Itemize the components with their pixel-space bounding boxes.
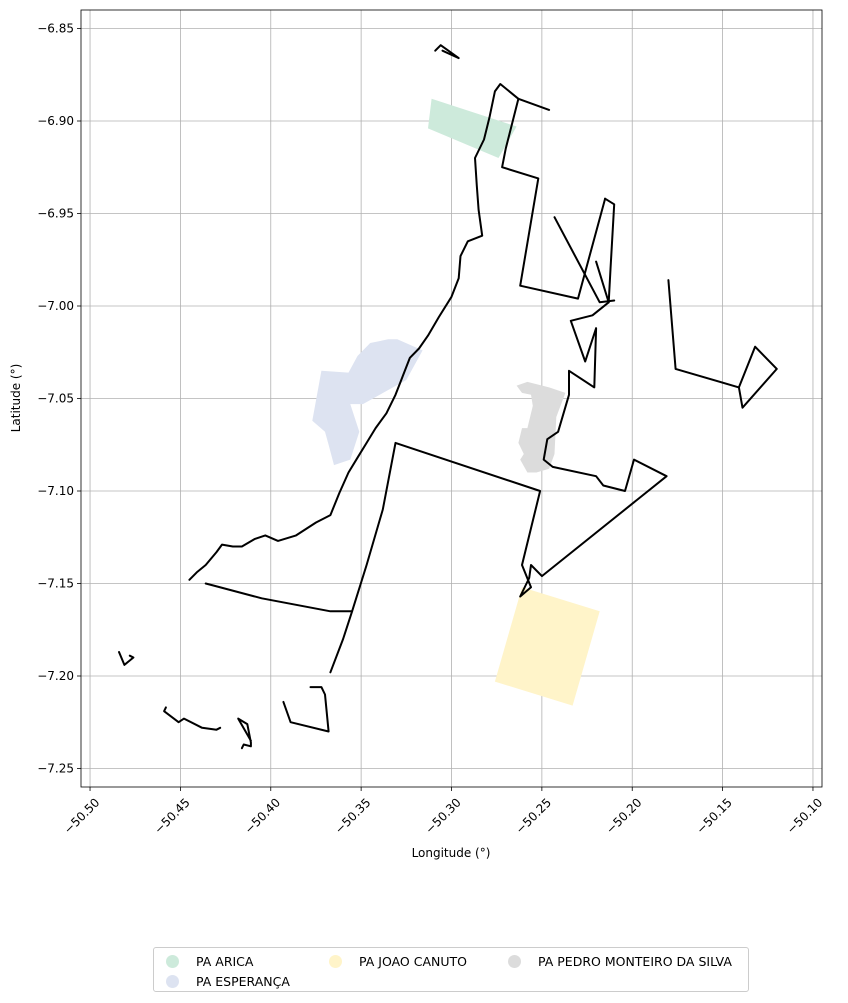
settlement-polygon-pa-joao-canuto <box>494 587 600 706</box>
y-tick-label: −7.25 <box>37 762 74 776</box>
legend-item-pa-joao-canuto: PA JOAO CANUTO <box>329 954 467 969</box>
legend-item-pa-pedro-monteiro-da-silva: PA PEDRO MONTEIRO DA SILVA <box>508 954 732 969</box>
settlement-polygon-pa-esperan-a <box>312 339 423 466</box>
legend-item-pa-arica: PA ARICA <box>166 954 253 969</box>
y-tick-label: −6.85 <box>37 22 74 36</box>
boundary-line <box>501 97 607 300</box>
legend-marker <box>166 955 179 968</box>
boundary-lines <box>118 44 778 750</box>
legend-marker <box>508 955 521 968</box>
settlement-polygon-pa-arica <box>428 98 517 158</box>
y-tick-label: −7.20 <box>37 669 74 683</box>
x-tick-label: −50.10 <box>784 795 825 836</box>
y-tick-label: −7.10 <box>37 484 74 498</box>
legend-marker <box>329 955 342 968</box>
x-tick-label: −50.50 <box>61 795 102 836</box>
x-tick-label: −50.20 <box>603 795 644 836</box>
settlement-polygon-pa-pedro-monteiro-da-silva <box>516 381 566 473</box>
y-tick-label: −7.15 <box>37 577 74 591</box>
boundary-line <box>667 279 778 409</box>
y-tick-label: −6.95 <box>37 207 74 221</box>
y-tick-label: −7.05 <box>37 392 74 406</box>
boundary-line <box>204 582 354 613</box>
boundary-line <box>434 44 460 60</box>
x-tick-label: −50.40 <box>242 795 283 836</box>
boundary-line <box>604 197 616 304</box>
legend-label: PA ARICA <box>196 954 254 969</box>
boundary-line <box>188 83 551 581</box>
x-tick-label: −50.45 <box>151 795 192 836</box>
legend-label: PA JOAO CANUTO <box>359 954 467 969</box>
settlement-polygons <box>312 98 600 706</box>
x-axis-label: Longitude (°) <box>412 846 491 860</box>
x-tick-label: −50.35 <box>332 795 373 836</box>
x-tick-label: −50.30 <box>423 795 464 836</box>
boundary-line <box>282 686 330 733</box>
legend-label: PA PEDRO MONTEIRO DA SILVA <box>538 954 732 969</box>
legend-label: PA ESPERANÇA <box>196 974 290 989</box>
legend-marker <box>166 975 179 988</box>
boundary-line <box>118 651 135 666</box>
boundary-line <box>163 706 222 731</box>
boundary-line <box>237 717 252 750</box>
y-tick-label: −6.90 <box>37 114 74 128</box>
boundary-line <box>553 216 616 304</box>
y-tick-label: −7.00 <box>37 299 74 313</box>
boundary-line <box>329 260 668 674</box>
legend-item-pa-esperanca: PA ESPERANÇA <box>166 974 290 989</box>
x-tick-label: −50.15 <box>694 795 735 836</box>
y-axis-label: Latitude (°) <box>9 364 23 433</box>
legend: PA ARICA PA ESPERANÇA PA JOAO CANUTO PA … <box>153 947 749 992</box>
x-tick-label: −50.25 <box>513 795 554 836</box>
